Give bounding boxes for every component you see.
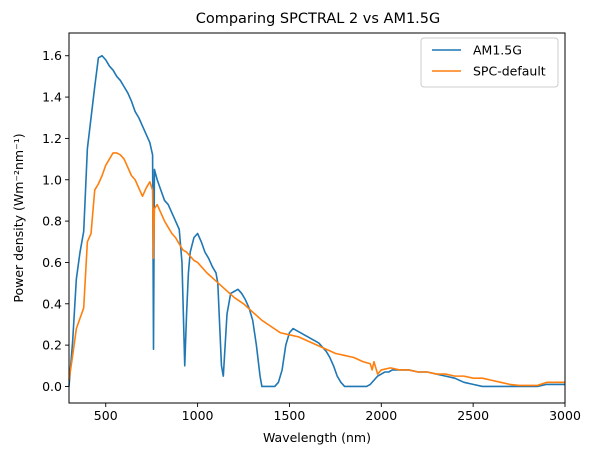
chart-title: Comparing SPCTRAL 2 vs AM1.5G	[196, 11, 441, 27]
plot-frame	[68, 32, 566, 404]
legend-label-am15g: AM1.5G	[473, 43, 522, 58]
plot-series	[68, 54, 565, 388]
y-axis: 0.0 0.2 0.4 0.6 0.8 1.0 1.2 1.4 1.6	[42, 48, 69, 394]
x-tick-label: 500	[94, 408, 118, 423]
y-tick-label: 0.4	[42, 296, 62, 311]
y-tick-label: 0.2	[42, 338, 62, 353]
y-tick-label: 1.0	[42, 172, 62, 187]
y-tick-label: 0.6	[42, 255, 62, 270]
y-axis-label: Power density (Wm⁻²nm⁻¹)	[11, 133, 26, 302]
legend-label-spc-default: SPC-default	[473, 64, 546, 79]
x-tick-label: 3000	[549, 408, 581, 423]
x-axis: 500 1000 1500 2000 2500 3000	[94, 403, 581, 423]
x-axis-label: Wavelength (nm)	[263, 430, 371, 445]
y-tick-label: 0.8	[42, 214, 62, 229]
legend: AM1.5G SPC-default	[420, 37, 559, 88]
x-tick-label: 2000	[365, 408, 397, 423]
y-tick-label: 1.2	[42, 131, 62, 146]
x-tick-label: 2500	[457, 408, 489, 423]
x-tick-label: 1500	[274, 408, 306, 423]
x-tick-label: 1000	[182, 408, 214, 423]
series-line-spc-default	[68, 152, 565, 387]
y-tick-label: 1.4	[42, 90, 62, 105]
y-tick-label: 0.0	[42, 379, 62, 394]
y-tick-label: 1.6	[42, 48, 62, 63]
series-line-am1-5g	[68, 54, 565, 388]
